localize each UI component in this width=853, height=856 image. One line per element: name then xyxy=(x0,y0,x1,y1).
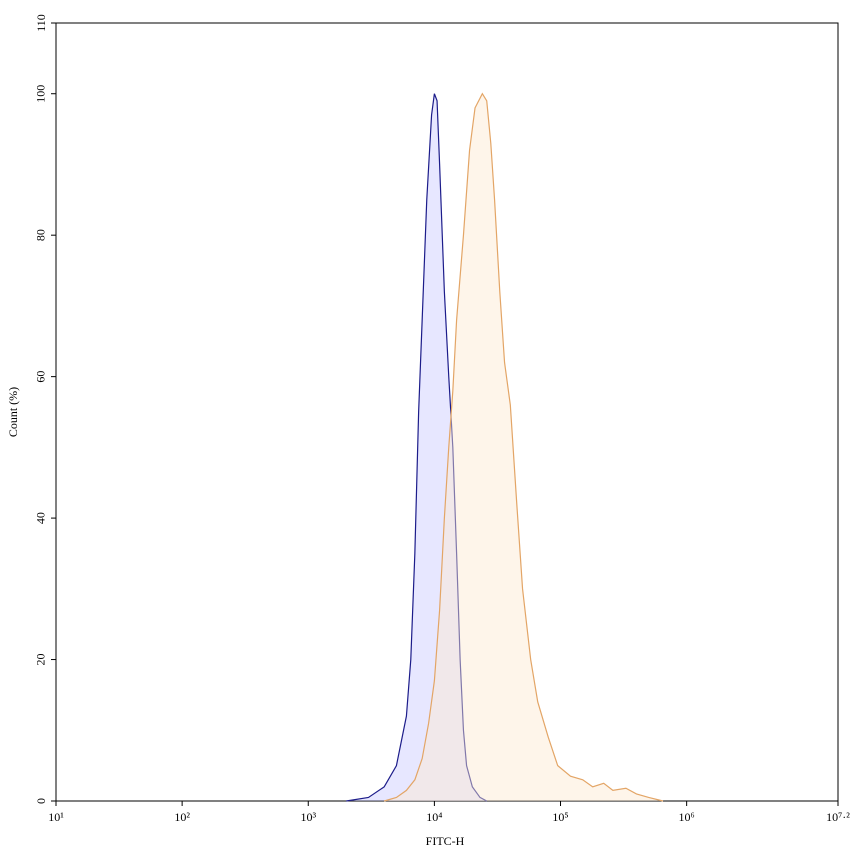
histogram-curve xyxy=(346,93,488,802)
x-tick-label: 10³ xyxy=(300,810,316,824)
y-tick-label: 40 xyxy=(34,512,48,524)
y-tick-label: 100 xyxy=(34,85,48,103)
x-tick-label: 10⁷·² xyxy=(826,810,850,824)
y-tick-label: 0 xyxy=(34,798,48,804)
histogram-curve xyxy=(384,92,664,802)
y-tick-label: 20 xyxy=(34,654,48,666)
x-tick-label: 10⁶ xyxy=(679,810,695,824)
x-axis-label: FITC-H xyxy=(426,834,465,848)
x-tick-label: 10⁴ xyxy=(426,810,442,824)
y-tick-label: 110 xyxy=(34,14,48,32)
x-tick-label: 10⁵ xyxy=(552,810,568,824)
x-tick-label: 10¹ xyxy=(48,810,64,824)
plot-frame xyxy=(55,22,839,802)
y-tick-label: 80 xyxy=(34,229,48,241)
x-tick-label: 10² xyxy=(174,810,190,824)
y-tick-label: 60 xyxy=(34,371,48,383)
y-axis-label: Count (%) xyxy=(6,387,20,437)
